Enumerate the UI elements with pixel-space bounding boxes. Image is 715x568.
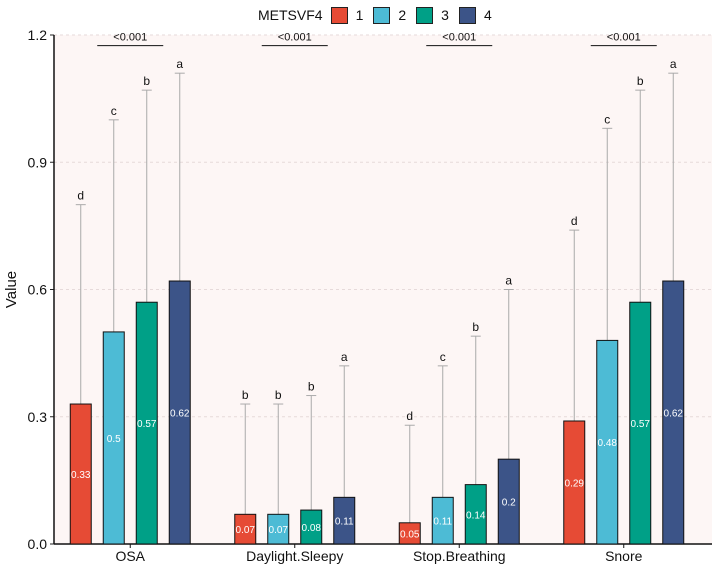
y-axis-label: Value xyxy=(3,271,20,308)
p-value-label: <0.001 xyxy=(607,32,641,44)
legend-label-4: 4 xyxy=(483,7,492,23)
x-tick-label: OSA xyxy=(115,548,145,564)
bar xyxy=(563,420,586,545)
bar xyxy=(267,513,290,545)
data-label: 0.57 xyxy=(631,419,651,430)
y-tick-label: 0.9 xyxy=(28,154,48,170)
significance-letter: b xyxy=(143,74,150,88)
significance-letter: a xyxy=(176,57,183,71)
p-value-label: <0.001 xyxy=(442,32,476,44)
y-tick-label: 1.2 xyxy=(28,27,48,43)
y-tick-label: 0.3 xyxy=(28,409,48,425)
significance-letter: d xyxy=(406,409,413,423)
significance-letter: b xyxy=(637,74,644,88)
significance-letter: c xyxy=(604,112,610,126)
data-label: 0.05 xyxy=(400,529,420,540)
x-tick-label: Snore xyxy=(605,548,643,564)
data-label: 0.2 xyxy=(502,498,516,509)
legend-label-2: 2 xyxy=(398,7,407,23)
data-label: 0.29 xyxy=(565,478,585,489)
bar xyxy=(497,458,520,545)
bar xyxy=(398,522,421,545)
significance-letter: a xyxy=(341,350,348,364)
bar xyxy=(629,301,652,545)
bar xyxy=(333,496,356,545)
legend-label-1: 1 xyxy=(355,7,364,23)
data-label: 0.57 xyxy=(137,419,157,430)
significance-letter: b xyxy=(472,320,479,334)
data-label: 0.07 xyxy=(269,525,289,536)
legend-item-2: 2 xyxy=(373,6,410,24)
significance-letter: d xyxy=(571,214,578,228)
legend-swatch-2 xyxy=(373,6,391,24)
legend-item-1: 1 xyxy=(330,6,368,24)
legend-swatch-3 xyxy=(416,6,434,24)
data-label: 0.48 xyxy=(598,438,618,449)
bar xyxy=(300,509,323,545)
significance-letter: c xyxy=(111,104,117,118)
bar xyxy=(464,484,487,545)
data-label: 0.14 xyxy=(466,510,486,521)
bar xyxy=(234,513,257,545)
data-label: 0.08 xyxy=(302,523,322,534)
bar xyxy=(69,403,92,545)
data-label: 0.62 xyxy=(170,409,190,420)
significance-letter: a xyxy=(505,274,512,288)
legend-item-3: 3 xyxy=(416,6,453,24)
significance-letter: c xyxy=(440,350,446,364)
data-label: 0.07 xyxy=(236,525,256,536)
bar xyxy=(168,280,191,545)
legend-label-3: 3 xyxy=(441,7,449,23)
y-tick-label: 0.0 xyxy=(28,536,48,552)
significance-letter: a xyxy=(670,57,677,71)
p-value-label: <0.001 xyxy=(113,32,147,44)
data-label: 0.11 xyxy=(335,517,354,528)
bar xyxy=(431,496,454,545)
significance-letter: d xyxy=(77,189,84,203)
data-label: 0.62 xyxy=(664,409,684,420)
bar xyxy=(596,339,619,545)
legend-swatch-4 xyxy=(458,6,476,24)
bar xyxy=(662,280,685,545)
legend-swatch-1 xyxy=(330,6,348,24)
data-label: 0.5 xyxy=(107,434,121,445)
p-value-label: <0.001 xyxy=(278,32,312,44)
legend-item-4: 4 xyxy=(458,6,496,24)
x-tick-label: Daylight.Sleepy xyxy=(246,548,343,564)
bar xyxy=(135,301,158,545)
data-label: 0.11 xyxy=(433,517,452,528)
significance-letter: b xyxy=(308,380,315,394)
bar xyxy=(102,331,125,545)
data-label: 0.33 xyxy=(71,470,91,481)
x-tick-label: Stop.Breathing xyxy=(413,548,506,564)
significance-letter: b xyxy=(275,388,282,402)
legend: METSVF4 1 2 3 4 xyxy=(258,5,502,25)
significance-letter: b xyxy=(242,388,249,402)
y-tick-label: 0.6 xyxy=(28,282,48,298)
legend-title: METSVF4 xyxy=(258,7,323,23)
